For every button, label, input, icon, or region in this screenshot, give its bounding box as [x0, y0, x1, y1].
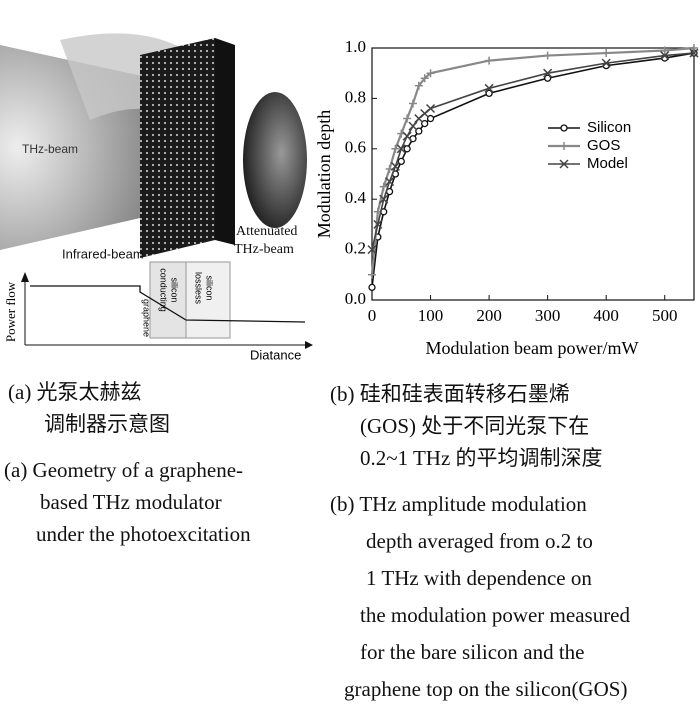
data-point: [414, 81, 423, 90]
caption-line: 0.2~1 THz 的平均调制深度: [360, 446, 603, 470]
data-point: [601, 58, 611, 68]
y-tick-label: 0.2: [345, 239, 366, 258]
legend-marker: [560, 124, 568, 132]
series-line: [371, 52, 695, 288]
caption-line: under the photoexcitation: [36, 522, 251, 546]
data-point: [426, 69, 435, 78]
lens: [243, 92, 307, 228]
data-point: [368, 270, 376, 279]
plot-frame: [371, 47, 695, 301]
caption-line: 调制器示意图: [44, 412, 170, 436]
y-tick-label: 1.0: [345, 37, 366, 56]
caption-line: (a) 光泵太赫兹: [8, 380, 142, 404]
power-flow-curve: [30, 285, 306, 323]
y-axis-title: Modulation depth: [314, 110, 334, 239]
label: Diatance: [250, 347, 301, 362]
label: lossless: [194, 272, 204, 305]
caption: (a) Geometry of a graphene- based THz mo…: [4, 454, 251, 550]
legend-marker: [559, 159, 569, 169]
data-point: [426, 103, 436, 114]
legend-label: GOS: [587, 137, 620, 154]
caption-line: based THz modulator: [40, 490, 222, 514]
arrow: [21, 272, 29, 282]
y-tick-label: 0.8: [345, 87, 366, 106]
data-point: [602, 49, 611, 58]
label: Infrared-beam: [62, 246, 144, 261]
data-point: [689, 48, 699, 58]
x-tick-label: 200: [476, 306, 502, 325]
graphene-plate: [140, 38, 215, 258]
data-point: [403, 145, 411, 153]
data-point: [543, 51, 552, 60]
data-point: [373, 219, 383, 229]
data-point: [368, 283, 376, 292]
data-point: [660, 51, 670, 61]
x-tick-label: 100: [418, 306, 444, 325]
data-point: [379, 182, 388, 191]
figure: THz-beam Infrared-beam Attenuated THz-be…: [0, 33, 699, 362]
caption-line: (b) THz amplitude modulation: [330, 492, 587, 516]
data-point: [485, 56, 494, 65]
data-point: [402, 131, 412, 141]
data-point: [690, 44, 698, 52]
data-point: [484, 83, 494, 93]
data-point: [543, 68, 553, 78]
y-tick-label: 0.6: [345, 138, 366, 157]
caption-line: (GOS) 处于不同光泵下在: [360, 414, 590, 438]
legend-label: Silicon: [587, 119, 631, 136]
caption-line: (b) 硅和硅表面转移石墨烯: [330, 382, 570, 406]
label: THz-beam: [22, 142, 78, 156]
legend-label: Model: [587, 155, 628, 172]
caption: (b) 硅和硅表面转移石墨烯 (GOS) 处于不同光泵下在 0.2~1 THz …: [330, 378, 603, 474]
data-point: [420, 74, 429, 83]
data-point: [485, 89, 493, 98]
label: graphene: [142, 299, 152, 337]
caption: (b) THz amplitude modulation depth avera…: [330, 486, 630, 704]
caption-line: depth averaged from o.2 to: [366, 529, 593, 553]
caption-line: for the bare silicon and the: [360, 640, 585, 664]
data-point: [367, 245, 377, 255]
data-point: [391, 144, 400, 153]
label: Power flow: [3, 281, 18, 342]
x-tick-label: 300: [535, 306, 561, 325]
label: conducting: [159, 268, 169, 312]
plate-side: [215, 38, 235, 245]
caption-line: (a) Geometry of a graphene-: [4, 458, 244, 482]
data-point: [409, 135, 417, 143]
y-tick-label: 0.0: [345, 289, 366, 308]
caption: (a) 光泵太赫兹 调制器示意图: [8, 376, 170, 440]
x-axis-title: Modulation beam power/mW: [426, 338, 639, 358]
data-point: [403, 114, 412, 123]
data-point: [408, 121, 418, 131]
conducting-silicon-region: [149, 261, 187, 339]
arrow: [305, 341, 313, 349]
label: THz-beam: [234, 242, 294, 257]
panel-a-schematic: THz-beam Infrared-beam Attenuated THz-be…: [0, 33, 313, 362]
data-point: [660, 46, 669, 55]
data-point: [390, 161, 400, 171]
label: silicon: [170, 277, 180, 302]
data-point: [396, 144, 406, 154]
caption-line: the modulation power measured: [360, 603, 631, 627]
legend-marker: [560, 142, 568, 150]
caption-line: 1 THz with dependence on: [366, 566, 592, 590]
x-tick-label: 400: [593, 306, 619, 325]
caption-line: graphene top on the silicon(GOS): [344, 677, 628, 701]
data-point: [408, 99, 417, 108]
label: Attenuated: [236, 224, 297, 239]
data-point: [385, 177, 395, 187]
data-point: [543, 74, 552, 82]
y-tick-label: 0.4: [345, 188, 367, 207]
data-point: [379, 194, 389, 204]
label: silicon: [205, 275, 215, 300]
x-tick-label: 500: [652, 306, 678, 325]
x-tick-label: 0: [368, 306, 377, 325]
lossless-silicon-region: [185, 261, 231, 339]
